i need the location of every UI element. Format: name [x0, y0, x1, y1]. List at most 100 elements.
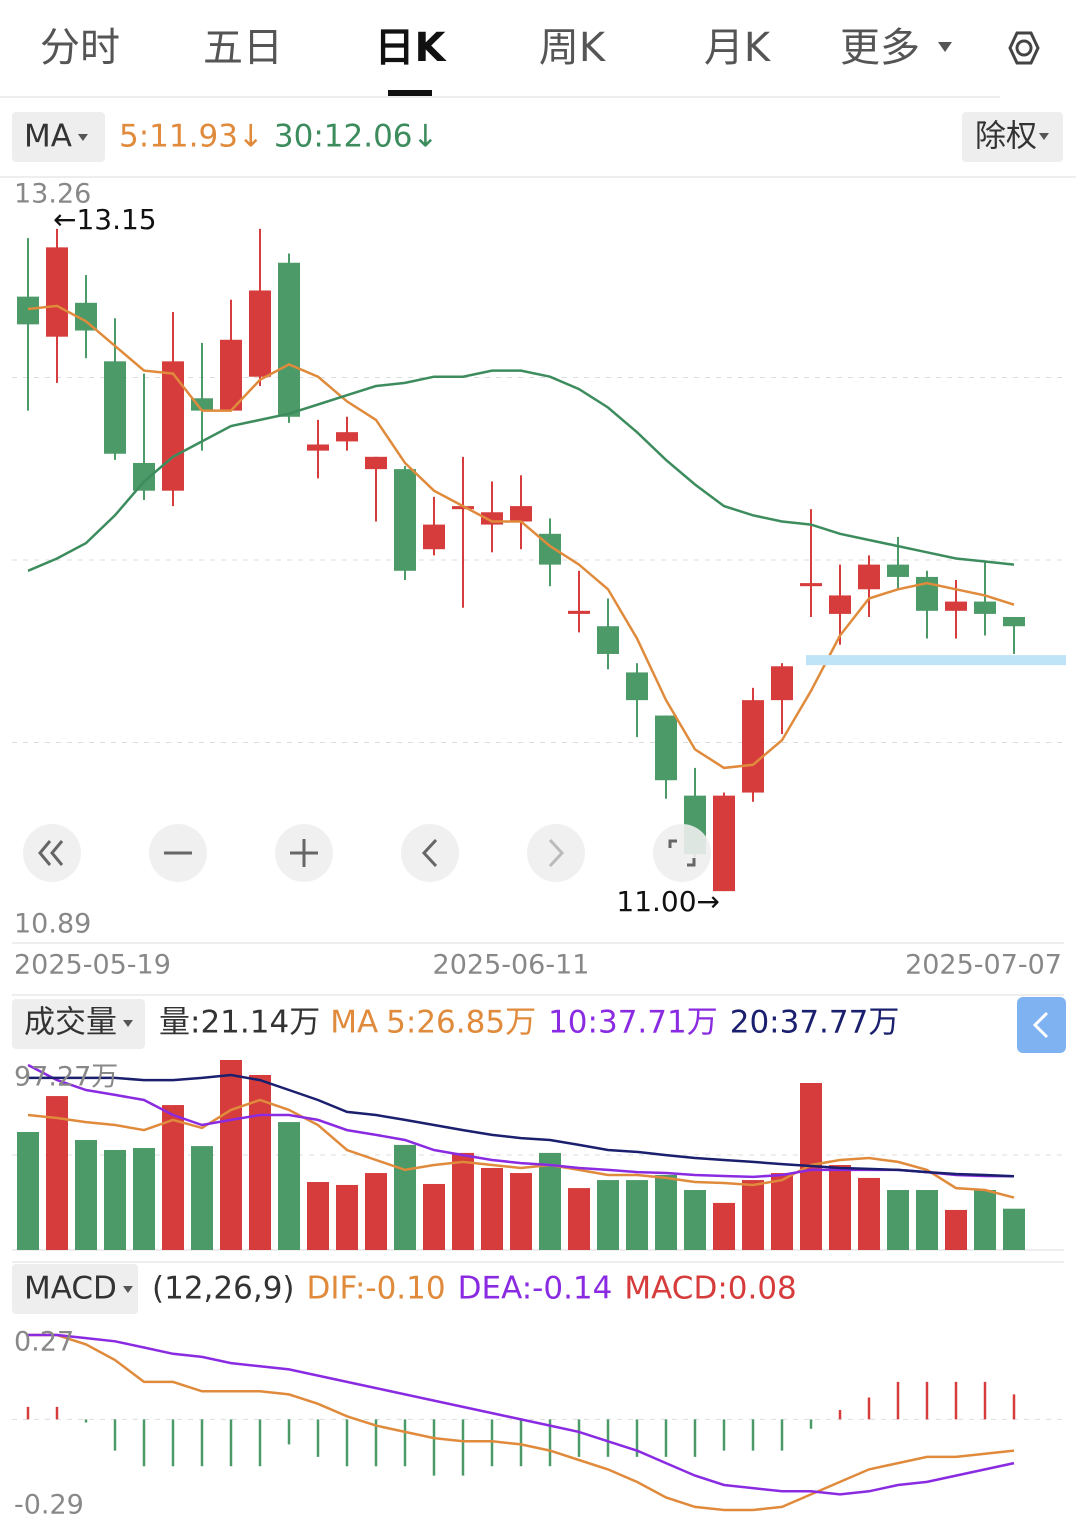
icon	[50, 840, 64, 866]
volume-bar	[452, 1152, 474, 1250]
volume-bar	[191, 1146, 213, 1250]
high-annotation: ←13.15	[53, 203, 157, 236]
previous-button[interactable]	[401, 824, 459, 882]
adjust-button[interactable]: 除权	[975, 119, 1037, 155]
volume-bar	[46, 1096, 68, 1250]
indicator-menu[interactable]: 成交量	[24, 1005, 117, 1041]
icon	[668, 839, 677, 848]
volume-bar	[858, 1177, 880, 1250]
volume-bar	[104, 1149, 126, 1250]
indicator-menu[interactable]: MA	[24, 119, 72, 155]
indicator-menu[interactable]: MACD	[24, 1271, 117, 1307]
volume-bar	[75, 1140, 97, 1250]
collapse-button[interactable]	[1017, 997, 1066, 1053]
candle-body	[858, 564, 880, 590]
y-tick-label: 10.89	[14, 909, 91, 940]
candle-body	[17, 296, 39, 325]
volume-bar	[394, 1144, 416, 1250]
dropdown-arrow	[1039, 133, 1049, 140]
candle-body	[626, 672, 648, 701]
candle-body	[1003, 616, 1025, 627]
candle-body	[104, 361, 126, 454]
volume-bar	[713, 1202, 735, 1250]
volume-bar	[481, 1167, 503, 1250]
tab-underline	[388, 90, 432, 96]
indicator-dropdown[interactable]	[12, 999, 145, 1049]
legend-entry: 20:37.77万	[730, 1005, 900, 1041]
legend-entry: MACD:0.08	[624, 1271, 796, 1307]
candle-body	[655, 715, 677, 781]
volume-bar	[626, 1180, 648, 1250]
reset-button[interactable]	[653, 824, 711, 882]
volume-bar	[771, 1173, 793, 1250]
volume-bar	[684, 1190, 706, 1250]
legend-entry: 30:12.06↓	[274, 119, 439, 155]
next-button[interactable]	[527, 824, 585, 882]
volume-bar	[365, 1173, 387, 1250]
candle-body	[742, 700, 764, 793]
tab[interactable]: 日K	[375, 25, 448, 71]
candle-body	[945, 601, 967, 611]
volume-bar	[162, 1105, 184, 1250]
zoom-controls	[23, 824, 711, 882]
candle-body	[597, 626, 619, 654]
y-tick-label: 0.27	[14, 1327, 74, 1358]
dropdown-arrow	[122, 1286, 133, 1293]
volume-bar	[974, 1190, 996, 1250]
candle-body	[568, 610, 590, 614]
legend-entry: DIF:-0.10	[307, 1271, 446, 1307]
indicator-line	[28, 1073, 1015, 1178]
legend-entry: 5:11.93↓	[119, 119, 264, 155]
volume-bar	[249, 1074, 271, 1250]
indicator-dropdown[interactable]	[12, 112, 105, 162]
tab[interactable]: 更多	[840, 25, 920, 71]
tab-bar: 分时 五日 日K 周K 月K 更多	[40, 25, 952, 96]
icon	[548, 838, 565, 868]
candle-body	[452, 506, 474, 510]
settings-hexagon	[1008, 31, 1040, 65]
candle-body	[162, 361, 184, 491]
candle-body	[713, 795, 735, 892]
tab[interactable]: 五日	[203, 25, 283, 71]
tab[interactable]: 月K	[704, 25, 772, 71]
y-tick-label: -0.29	[14, 1490, 84, 1521]
tab[interactable]: 分时	[40, 25, 120, 71]
candle-body	[394, 469, 416, 571]
chevron-icon	[1032, 1011, 1049, 1039]
candle-body	[423, 524, 445, 550]
candle-body	[249, 290, 271, 377]
tab[interactable]: 周K	[539, 25, 607, 71]
indicator-line	[28, 1333, 1015, 1496]
adjust-dropdown[interactable]	[962, 112, 1063, 162]
volume-bar	[510, 1173, 532, 1250]
volume-bar	[916, 1190, 938, 1250]
volume-bar	[133, 1148, 155, 1250]
params-label: (12,26,9)	[152, 1271, 295, 1307]
candle-body	[220, 339, 242, 411]
indicator-line	[27, 1098, 1015, 1199]
volume-bar	[17, 1132, 39, 1250]
candle-body	[191, 398, 213, 411]
volume-bar	[307, 1182, 329, 1250]
indicator-line	[27, 369, 1015, 572]
y-tick-label: 97.27万	[14, 1062, 118, 1093]
candle-body	[771, 666, 793, 701]
candle-body	[75, 302, 97, 331]
candle-body	[336, 432, 358, 442]
legend-entry: DEA:-0.14	[458, 1271, 613, 1307]
legend-entry: 5:26.85万	[386, 1005, 536, 1041]
indicator-dropdown[interactable]	[12, 1264, 138, 1314]
indicator-line	[27, 304, 1015, 770]
volume-bar	[887, 1190, 909, 1250]
candle-body	[365, 456, 387, 470]
low-annotation: 11.00→	[616, 885, 720, 918]
charts: MA 5:11.93↓ 30:12.06↓ 13.26 10.89 ←13.15 11.00…	[12, 119, 1066, 1521]
candle-body	[278, 262, 300, 417]
volume-bar	[945, 1209, 967, 1250]
volume-bar	[1003, 1208, 1025, 1250]
icon	[421, 838, 438, 868]
candle-body	[887, 564, 909, 577]
y-tick-label: 13.26	[14, 179, 91, 210]
settings-icon[interactable]	[1008, 31, 1040, 65]
drawn-line[interactable]	[806, 655, 1066, 666]
